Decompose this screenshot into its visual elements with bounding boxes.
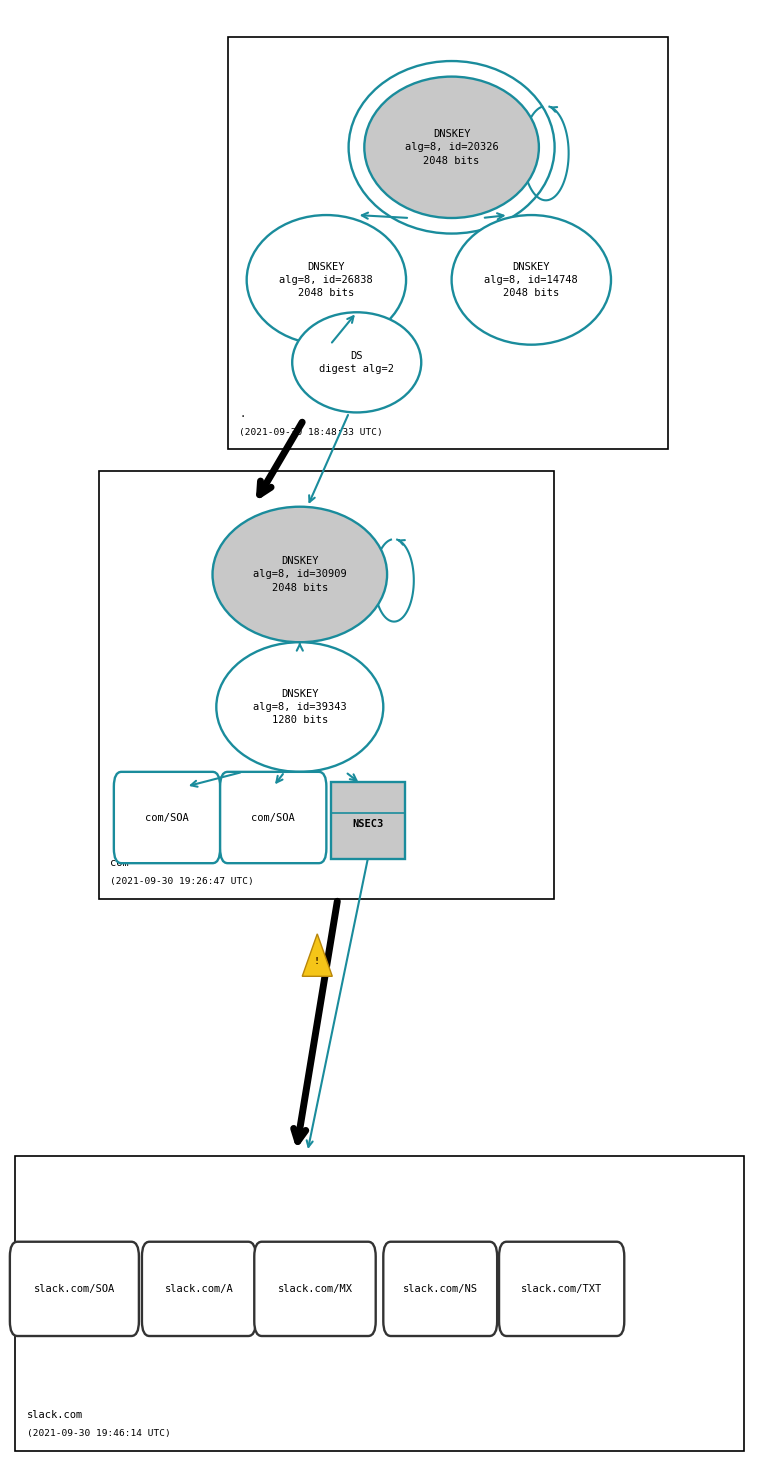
Ellipse shape [213, 507, 387, 642]
Ellipse shape [216, 642, 383, 772]
FancyBboxPatch shape [254, 1242, 376, 1336]
Text: DNSKEY
alg=8, id=39343
1280 bits: DNSKEY alg=8, id=39343 1280 bits [253, 689, 347, 725]
Text: .: . [239, 409, 245, 418]
Ellipse shape [247, 215, 406, 345]
Text: DNSKEY
alg=8, id=20326
2048 bits: DNSKEY alg=8, id=20326 2048 bits [405, 130, 499, 165]
Text: slack.com/MX: slack.com/MX [278, 1284, 352, 1293]
FancyBboxPatch shape [220, 772, 326, 863]
FancyBboxPatch shape [10, 1242, 139, 1336]
Text: DNSKEY
alg=8, id=26838
2048 bits: DNSKEY alg=8, id=26838 2048 bits [279, 262, 373, 298]
FancyBboxPatch shape [383, 1242, 497, 1336]
Text: !: ! [315, 957, 320, 966]
Text: (2021-09-30 19:26:47 UTC): (2021-09-30 19:26:47 UTC) [110, 876, 254, 885]
Text: slack.com/SOA: slack.com/SOA [33, 1284, 115, 1293]
Text: com: com [110, 859, 129, 868]
FancyBboxPatch shape [142, 1242, 256, 1336]
Text: DS
digest alg=2: DS digest alg=2 [320, 351, 394, 374]
Text: com/SOA: com/SOA [251, 813, 295, 822]
FancyBboxPatch shape [228, 37, 668, 449]
Ellipse shape [292, 312, 421, 412]
Text: DNSKEY
alg=8, id=30909
2048 bits: DNSKEY alg=8, id=30909 2048 bits [253, 557, 347, 592]
Ellipse shape [452, 215, 611, 345]
FancyBboxPatch shape [331, 782, 405, 859]
Text: NSEC3: NSEC3 [352, 819, 384, 829]
Polygon shape [302, 934, 332, 977]
Text: (2021-09-30 18:48:33 UTC): (2021-09-30 18:48:33 UTC) [239, 427, 383, 436]
Text: slack.com: slack.com [27, 1411, 83, 1420]
Text: slack.com/NS: slack.com/NS [403, 1284, 477, 1293]
FancyBboxPatch shape [499, 1242, 625, 1336]
FancyBboxPatch shape [114, 772, 220, 863]
FancyBboxPatch shape [99, 471, 554, 899]
Ellipse shape [364, 77, 539, 218]
Text: com/SOA: com/SOA [145, 813, 189, 822]
Text: slack.com/A: slack.com/A [165, 1284, 233, 1293]
Text: (2021-09-30 19:46:14 UTC): (2021-09-30 19:46:14 UTC) [27, 1429, 170, 1438]
FancyBboxPatch shape [15, 1156, 744, 1451]
Text: slack.com/TXT: slack.com/TXT [521, 1284, 603, 1293]
Text: DNSKEY
alg=8, id=14748
2048 bits: DNSKEY alg=8, id=14748 2048 bits [484, 262, 578, 298]
